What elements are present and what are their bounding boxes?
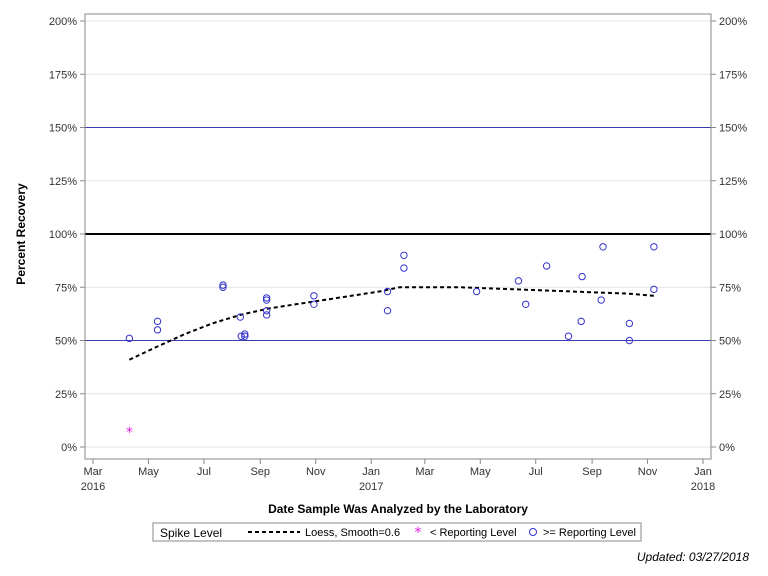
data-point-circle [383, 287, 392, 296]
data-point-circle [125, 334, 134, 343]
data-point-circle [383, 306, 392, 315]
x-tick-label: Jan [362, 466, 380, 478]
y-tick-label-left: 25% [55, 389, 77, 401]
y-tick-label-right: 175% [719, 69, 747, 81]
y-tick-label-right: 25% [719, 389, 741, 401]
data-point-circle [262, 296, 271, 304]
legend-asterisk-swatch: * [415, 525, 422, 541]
y-tick-label-right: 100% [719, 229, 747, 241]
plot-frame [84, 13, 712, 460]
x-tick-label: May [138, 466, 159, 478]
x-tick-label: Jul [529, 466, 543, 478]
reference-lines [85, 127, 711, 341]
y-axis-title: Percent Recovery [14, 183, 28, 285]
data-point-circle [472, 287, 481, 296]
x-tick-label: Jan [694, 466, 712, 478]
legend-below-label: < Reporting Level [430, 527, 517, 539]
data-point-circle [522, 300, 530, 308]
data-point-circle [578, 272, 586, 281]
data-point-circle [542, 262, 551, 270]
data-point-circle [625, 336, 634, 345]
y-tick-label-left: 200% [49, 16, 77, 28]
y-tick-label-right: 75% [719, 282, 741, 294]
y-axis-ticks: 0% 0% 25% 25% 50% 50% 75% 75% 100% 100% 125% 125% 15… [49, 16, 747, 454]
y-tick-label-left: 100% [49, 229, 77, 241]
x-tick-label: Nov [638, 466, 658, 478]
loess-line [128, 286, 654, 361]
data-point-circle [236, 313, 244, 321]
loess-curve [128, 286, 654, 361]
data-point-circle [310, 292, 318, 300]
legend-box [152, 522, 642, 542]
data-point-circle [514, 277, 523, 285]
data-point-circle [262, 311, 271, 319]
data-points: * [125, 243, 658, 441]
y-tick-label-left: 75% [55, 282, 77, 294]
data-point-circle [262, 306, 271, 315]
data-point-circle [153, 317, 162, 326]
data-point-circle [650, 243, 658, 251]
x-tick-label: Mar [84, 466, 103, 478]
x-tick-label: Jul [197, 466, 211, 478]
x-axis-ticks: Mar 2016 May Jul Sep Nov Jan 2017 Mar May Jul Sep No… [81, 459, 715, 493]
data-point-circle [241, 332, 249, 340]
data-point-circle [237, 332, 245, 340]
y-tick-label-right: 150% [719, 123, 747, 135]
y-tick-label-left: 150% [49, 123, 77, 135]
x-tick-year-label: 2018 [691, 481, 715, 493]
legend-title: Spike Level [160, 526, 222, 540]
x-tick-year-label: 2016 [81, 481, 105, 493]
data-point-circle [241, 330, 249, 338]
updated-footnote: Updated: 03/27/2018 [637, 550, 749, 564]
x-tick-label: Nov [306, 466, 326, 478]
data-point-circle [625, 319, 634, 328]
y-tick-label-right: 125% [719, 176, 747, 188]
x-tick-label: Sep [582, 466, 602, 478]
data-point-circle [597, 296, 605, 304]
data-point-circle [650, 285, 658, 294]
x-tick-label: Sep [250, 466, 270, 478]
data-point-circle [564, 332, 573, 340]
y-tick-label-left: 50% [55, 336, 77, 348]
y-tick-label-left: 0% [61, 442, 77, 454]
data-point-circle [219, 283, 227, 291]
data-point-circle [262, 294, 271, 302]
x-axis-title: Date Sample Was Analyzed by the Laborato… [268, 502, 528, 516]
x-tick-label: Mar [415, 466, 434, 478]
x-tick-label: May [470, 466, 491, 478]
legend-loess-label: Loess, Smooth=0.6 [305, 527, 400, 539]
data-point-circle [153, 326, 162, 334]
data-point-circle [400, 264, 408, 272]
y-tick-label-left: 125% [49, 176, 77, 188]
data-point-circle [599, 243, 607, 251]
y-tick-label-right: 200% [719, 16, 747, 28]
data-point-circle [577, 317, 585, 326]
data-point-circle [310, 300, 318, 308]
data-point-circle [219, 281, 227, 289]
y-tick-label-left: 175% [49, 69, 77, 81]
legend: Spike Level Loess, Smooth=0.6 * < Report… [152, 522, 642, 542]
x-tick-year-label: 2017 [359, 481, 383, 493]
y-tick-label-right: 50% [719, 336, 741, 348]
legend-above-label: >= Reporting Level [543, 527, 636, 539]
data-point-circle [400, 251, 408, 260]
data-point-asterisk: * [126, 425, 133, 441]
legend-circle-swatch [529, 528, 537, 536]
y-tick-label-right: 0% [719, 442, 735, 454]
